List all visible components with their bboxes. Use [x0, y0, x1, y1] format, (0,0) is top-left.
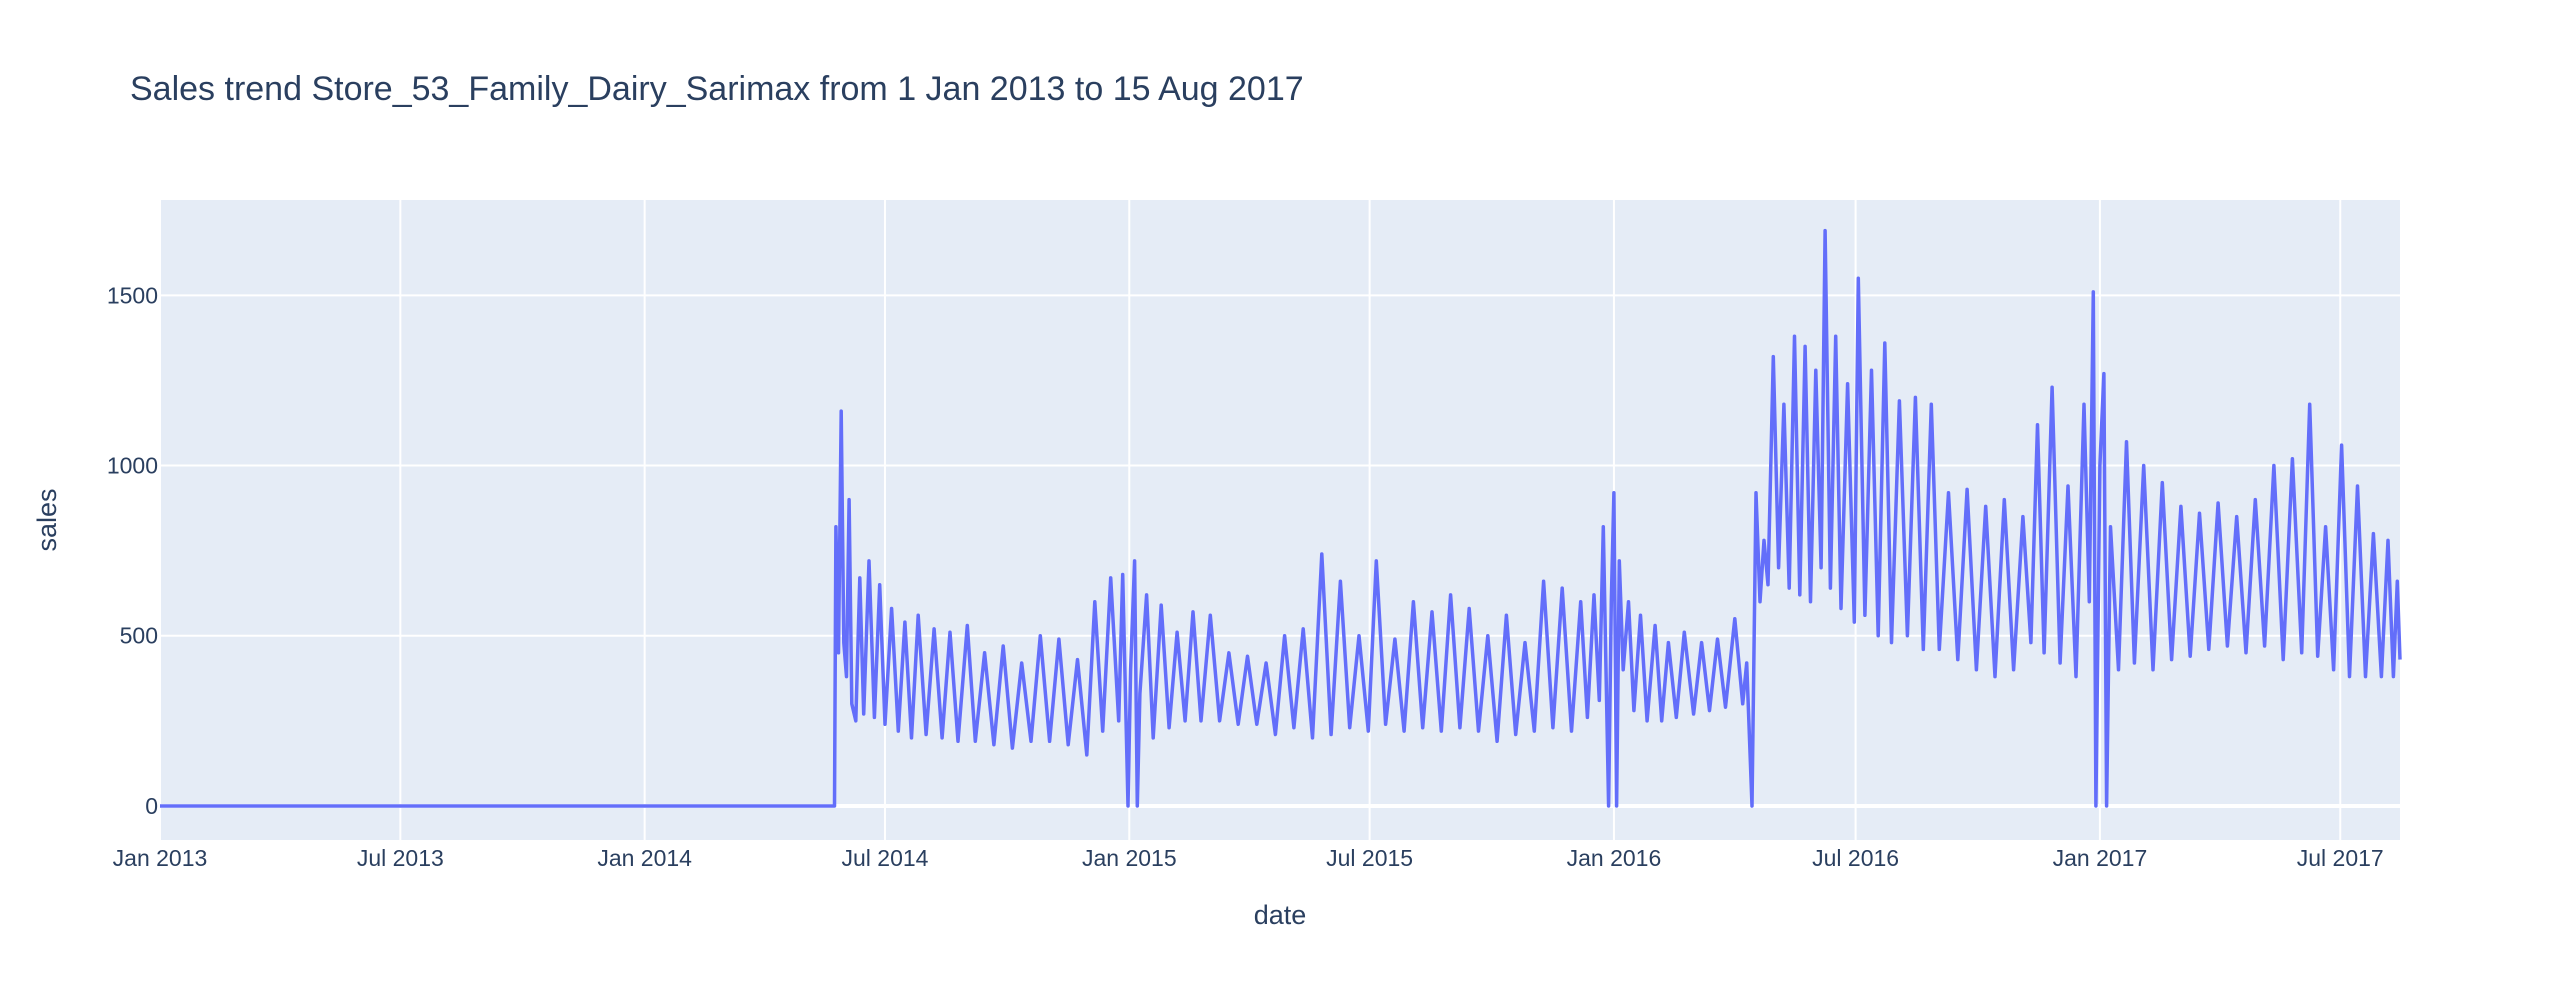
- y-tick-label: 500: [120, 623, 158, 649]
- x-tick-label: Jan 2013: [113, 845, 208, 871]
- y-axis-ticks: 0 500 1000 1500: [107, 282, 158, 819]
- x-tick-label: Jul 2017: [2297, 845, 2384, 871]
- x-axis-ticks: Jan 2013 Jul 2013 Jan 2014 Jul 2014 Jan 2015…: [113, 845, 2384, 871]
- x-tick-label: Jan 2014: [597, 845, 692, 871]
- x-tick-label: Jul 2015: [1326, 845, 1413, 871]
- x-tick-label: Jul 2013: [357, 845, 444, 871]
- y-tick-label: 1500: [107, 282, 158, 308]
- x-axis-title: date: [1254, 900, 1307, 930]
- x-tick-label: Jan 2015: [1082, 845, 1177, 871]
- plot-content: [160, 228, 2402, 808]
- y-axis-title: sales: [32, 488, 62, 551]
- x-tick-label: Jul 2016: [1812, 845, 1899, 871]
- x-tick-label: Jan 2016: [1567, 845, 1662, 871]
- y-tick-label: 1000: [107, 453, 158, 479]
- y-tick-label: 0: [145, 793, 158, 819]
- x-tick-label: Jul 2014: [841, 845, 928, 871]
- plot-area: [160, 200, 2400, 840]
- sales-series-line[interactable]: [160, 228, 2402, 808]
- chart-title: Sales trend Store_53_Family_Dairy_Sarima…: [130, 70, 1304, 108]
- x-tick-label: Jan 2017: [2053, 845, 2148, 871]
